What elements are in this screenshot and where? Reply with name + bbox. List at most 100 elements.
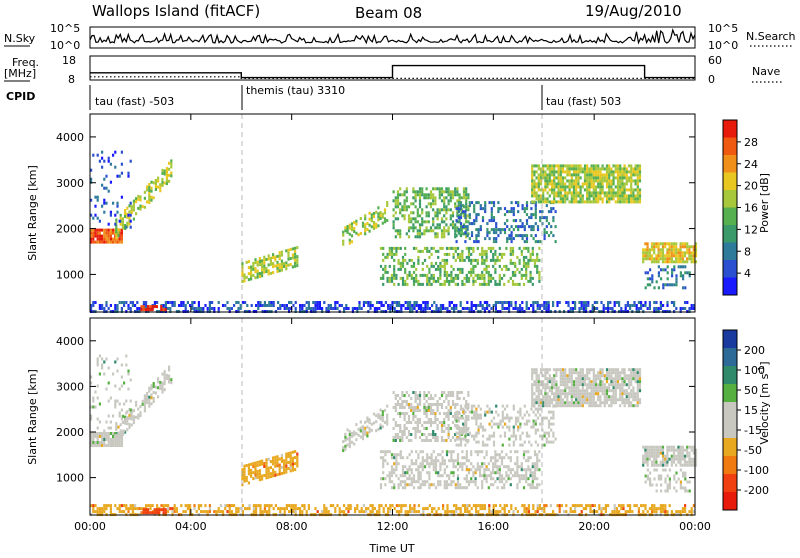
data-cell — [393, 283, 395, 286]
data-cell — [666, 458, 668, 461]
data-cell — [432, 397, 434, 400]
data-cell — [281, 263, 283, 266]
data-cell — [527, 262, 529, 265]
data-cell — [493, 432, 495, 435]
data-cell — [213, 307, 215, 310]
data-cell — [366, 435, 368, 438]
data-cell — [254, 465, 256, 468]
data-cell — [512, 262, 514, 265]
data-cell — [281, 466, 283, 469]
data-cell — [471, 307, 473, 310]
data-cell — [444, 483, 446, 486]
data-cell — [137, 408, 139, 411]
data-cell — [584, 164, 586, 167]
data-cell — [512, 250, 514, 253]
data-cell — [691, 304, 693, 307]
data-cell — [478, 228, 480, 231]
data-cell — [575, 176, 577, 179]
data-cell — [461, 450, 463, 453]
data-cell — [209, 304, 211, 307]
data-cell — [441, 391, 443, 394]
data-cell — [148, 198, 150, 201]
data-cell — [671, 458, 673, 461]
data-cell — [479, 471, 481, 474]
data-cell — [170, 174, 172, 177]
data-cell — [105, 435, 107, 438]
data-cell — [522, 237, 524, 240]
data-cell — [619, 383, 621, 386]
data-cell — [560, 389, 562, 392]
data-cell — [584, 395, 586, 398]
data-cell — [550, 207, 552, 210]
data-cell — [481, 462, 483, 465]
data-cell — [595, 374, 597, 377]
data-cell — [494, 465, 496, 468]
data-cell — [336, 307, 338, 310]
data-cell — [523, 265, 525, 268]
data-cell — [490, 274, 492, 277]
colorbar-segment — [723, 138, 737, 156]
data-cell — [675, 283, 677, 286]
data-cell — [409, 468, 411, 471]
data-cell — [486, 405, 488, 408]
data-cell — [450, 450, 452, 453]
data-cell — [445, 223, 447, 226]
data-cell — [279, 464, 281, 467]
data-cell — [531, 368, 533, 371]
data-cell — [536, 395, 538, 398]
data-cell — [655, 257, 657, 260]
data-cell — [584, 383, 586, 386]
data-cell — [632, 191, 634, 194]
data-cell — [410, 406, 412, 409]
data-cell — [677, 446, 679, 449]
data-cell — [137, 198, 139, 201]
data-cell — [649, 304, 651, 307]
data-cell — [397, 232, 399, 235]
data-cell — [653, 245, 655, 248]
data-cell — [462, 411, 464, 414]
data-cell — [493, 231, 495, 234]
data-cell — [468, 253, 470, 256]
data-cell — [582, 404, 584, 407]
data-cell — [560, 167, 562, 170]
data-cell — [432, 202, 434, 205]
data-cell — [691, 245, 693, 248]
data-cell — [404, 430, 406, 433]
data-cell — [229, 307, 231, 310]
data-cell — [486, 477, 488, 480]
data-cell — [459, 271, 461, 274]
data-cell — [421, 232, 423, 235]
data-cell — [593, 200, 595, 203]
colorbar-tick-label: 4 — [744, 267, 751, 280]
data-cell — [484, 207, 486, 210]
data-cell — [393, 436, 395, 439]
data-cell — [398, 259, 400, 262]
data-cell — [248, 272, 250, 275]
data-cell — [455, 465, 457, 468]
data-cell — [575, 185, 577, 188]
data-cell — [270, 304, 272, 307]
data-cell — [635, 404, 637, 407]
data-cell — [684, 472, 686, 475]
data-cell — [257, 301, 259, 304]
data-cell — [157, 180, 159, 183]
data-cell — [651, 446, 653, 449]
data-cell — [542, 173, 544, 176]
data-cell — [469, 204, 471, 207]
data-cell — [148, 195, 150, 198]
cpid-panel: CPID tau (fast) -503 themis (tau) 3310 t… — [6, 84, 621, 110]
data-cell — [682, 245, 684, 248]
data-cell — [456, 420, 458, 423]
data-cell — [273, 301, 275, 304]
data-cell — [366, 417, 368, 420]
data-cell — [651, 257, 653, 260]
data-cell — [422, 465, 424, 468]
data-cell — [472, 265, 474, 268]
data-cell — [470, 271, 472, 274]
data-cell — [125, 418, 127, 421]
data-cell — [279, 254, 281, 257]
data-cell — [456, 417, 458, 420]
data-cell — [380, 304, 382, 307]
data-cell — [92, 217, 94, 220]
data-cell — [168, 381, 170, 384]
